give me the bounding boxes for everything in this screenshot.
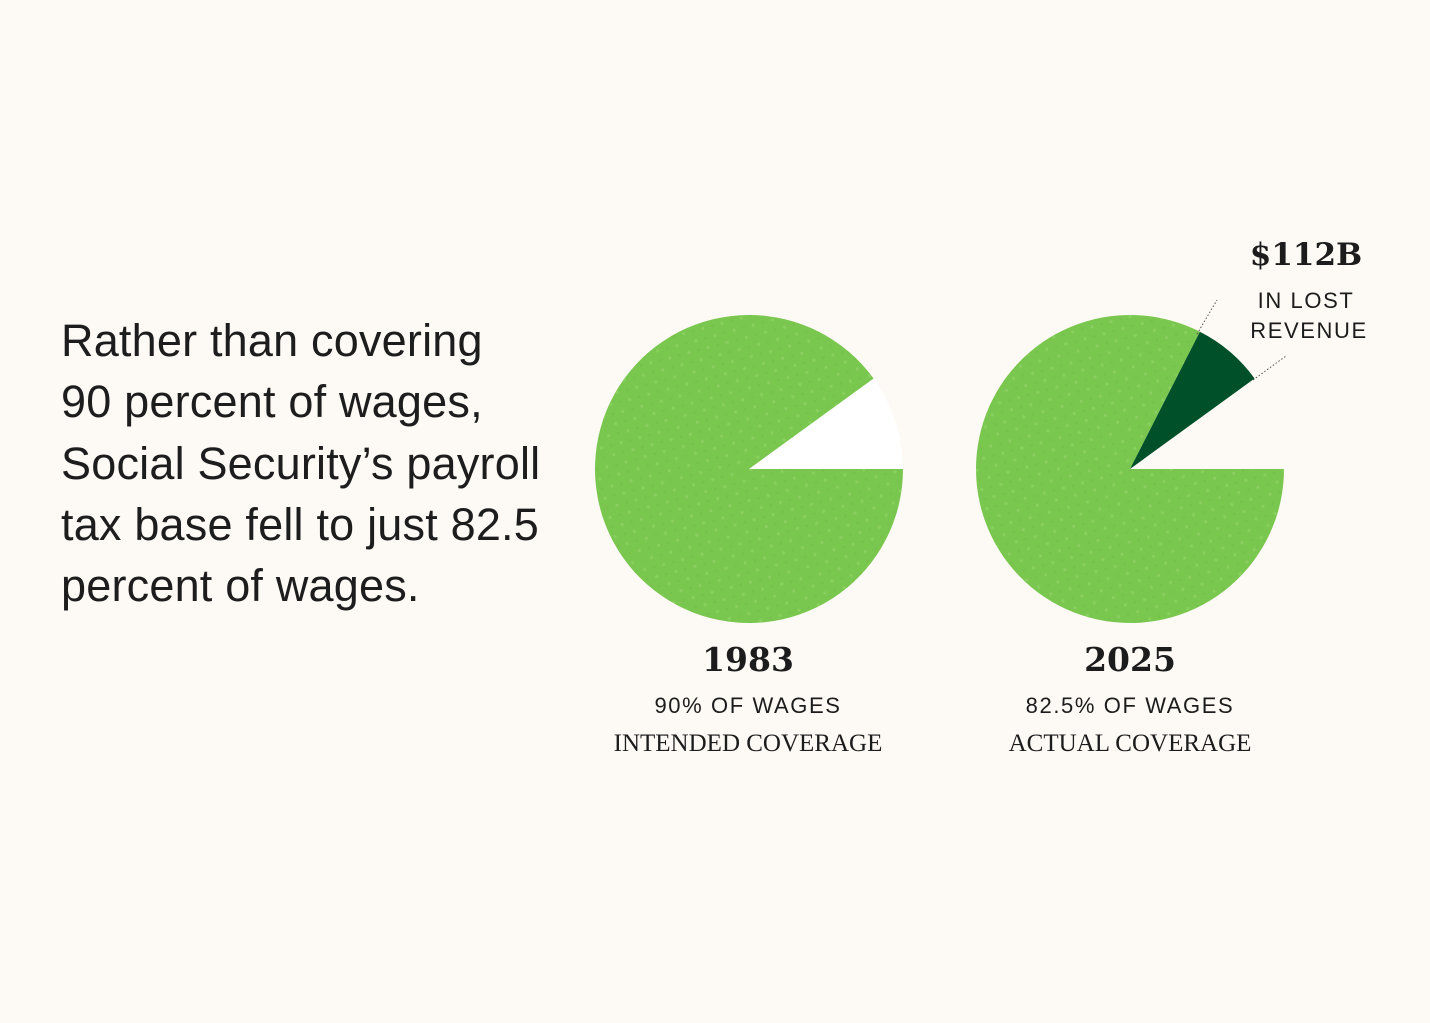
annotation-line2: REVENUE: [1250, 318, 1368, 343]
annotation-leader-lower: [1252, 355, 1287, 381]
pie-2025-share-label: 82.5% OF WAGES: [1026, 693, 1235, 718]
annotation-line1: IN LOST: [1258, 288, 1355, 313]
annotation-leader-upper: [1196, 299, 1218, 335]
pie-1983-uncovered-slice: [749, 378, 903, 469]
pie-2025-coverage-label: ACTUAL COVERAGE: [1009, 730, 1252, 757]
pie-2025-lost-slice: [1130, 331, 1255, 469]
pie-1983-coverage-label: INTENDED COVERAGE: [614, 730, 883, 757]
pie-1983: [595, 314, 903, 623]
annotation-value: $112B: [1250, 237, 1362, 273]
pie-2025-covered-texture: [976, 314, 1284, 623]
pie-1983-year: 1983: [702, 640, 794, 679]
pie-1983-share-label: 90% OF WAGES: [654, 693, 841, 718]
pie-2025: [976, 314, 1284, 623]
pie-2025-year: 2025: [1084, 640, 1176, 679]
headline-text: Rather than covering 90 percent of wages…: [61, 315, 541, 612]
pie-1983-covered-texture: [595, 314, 903, 623]
